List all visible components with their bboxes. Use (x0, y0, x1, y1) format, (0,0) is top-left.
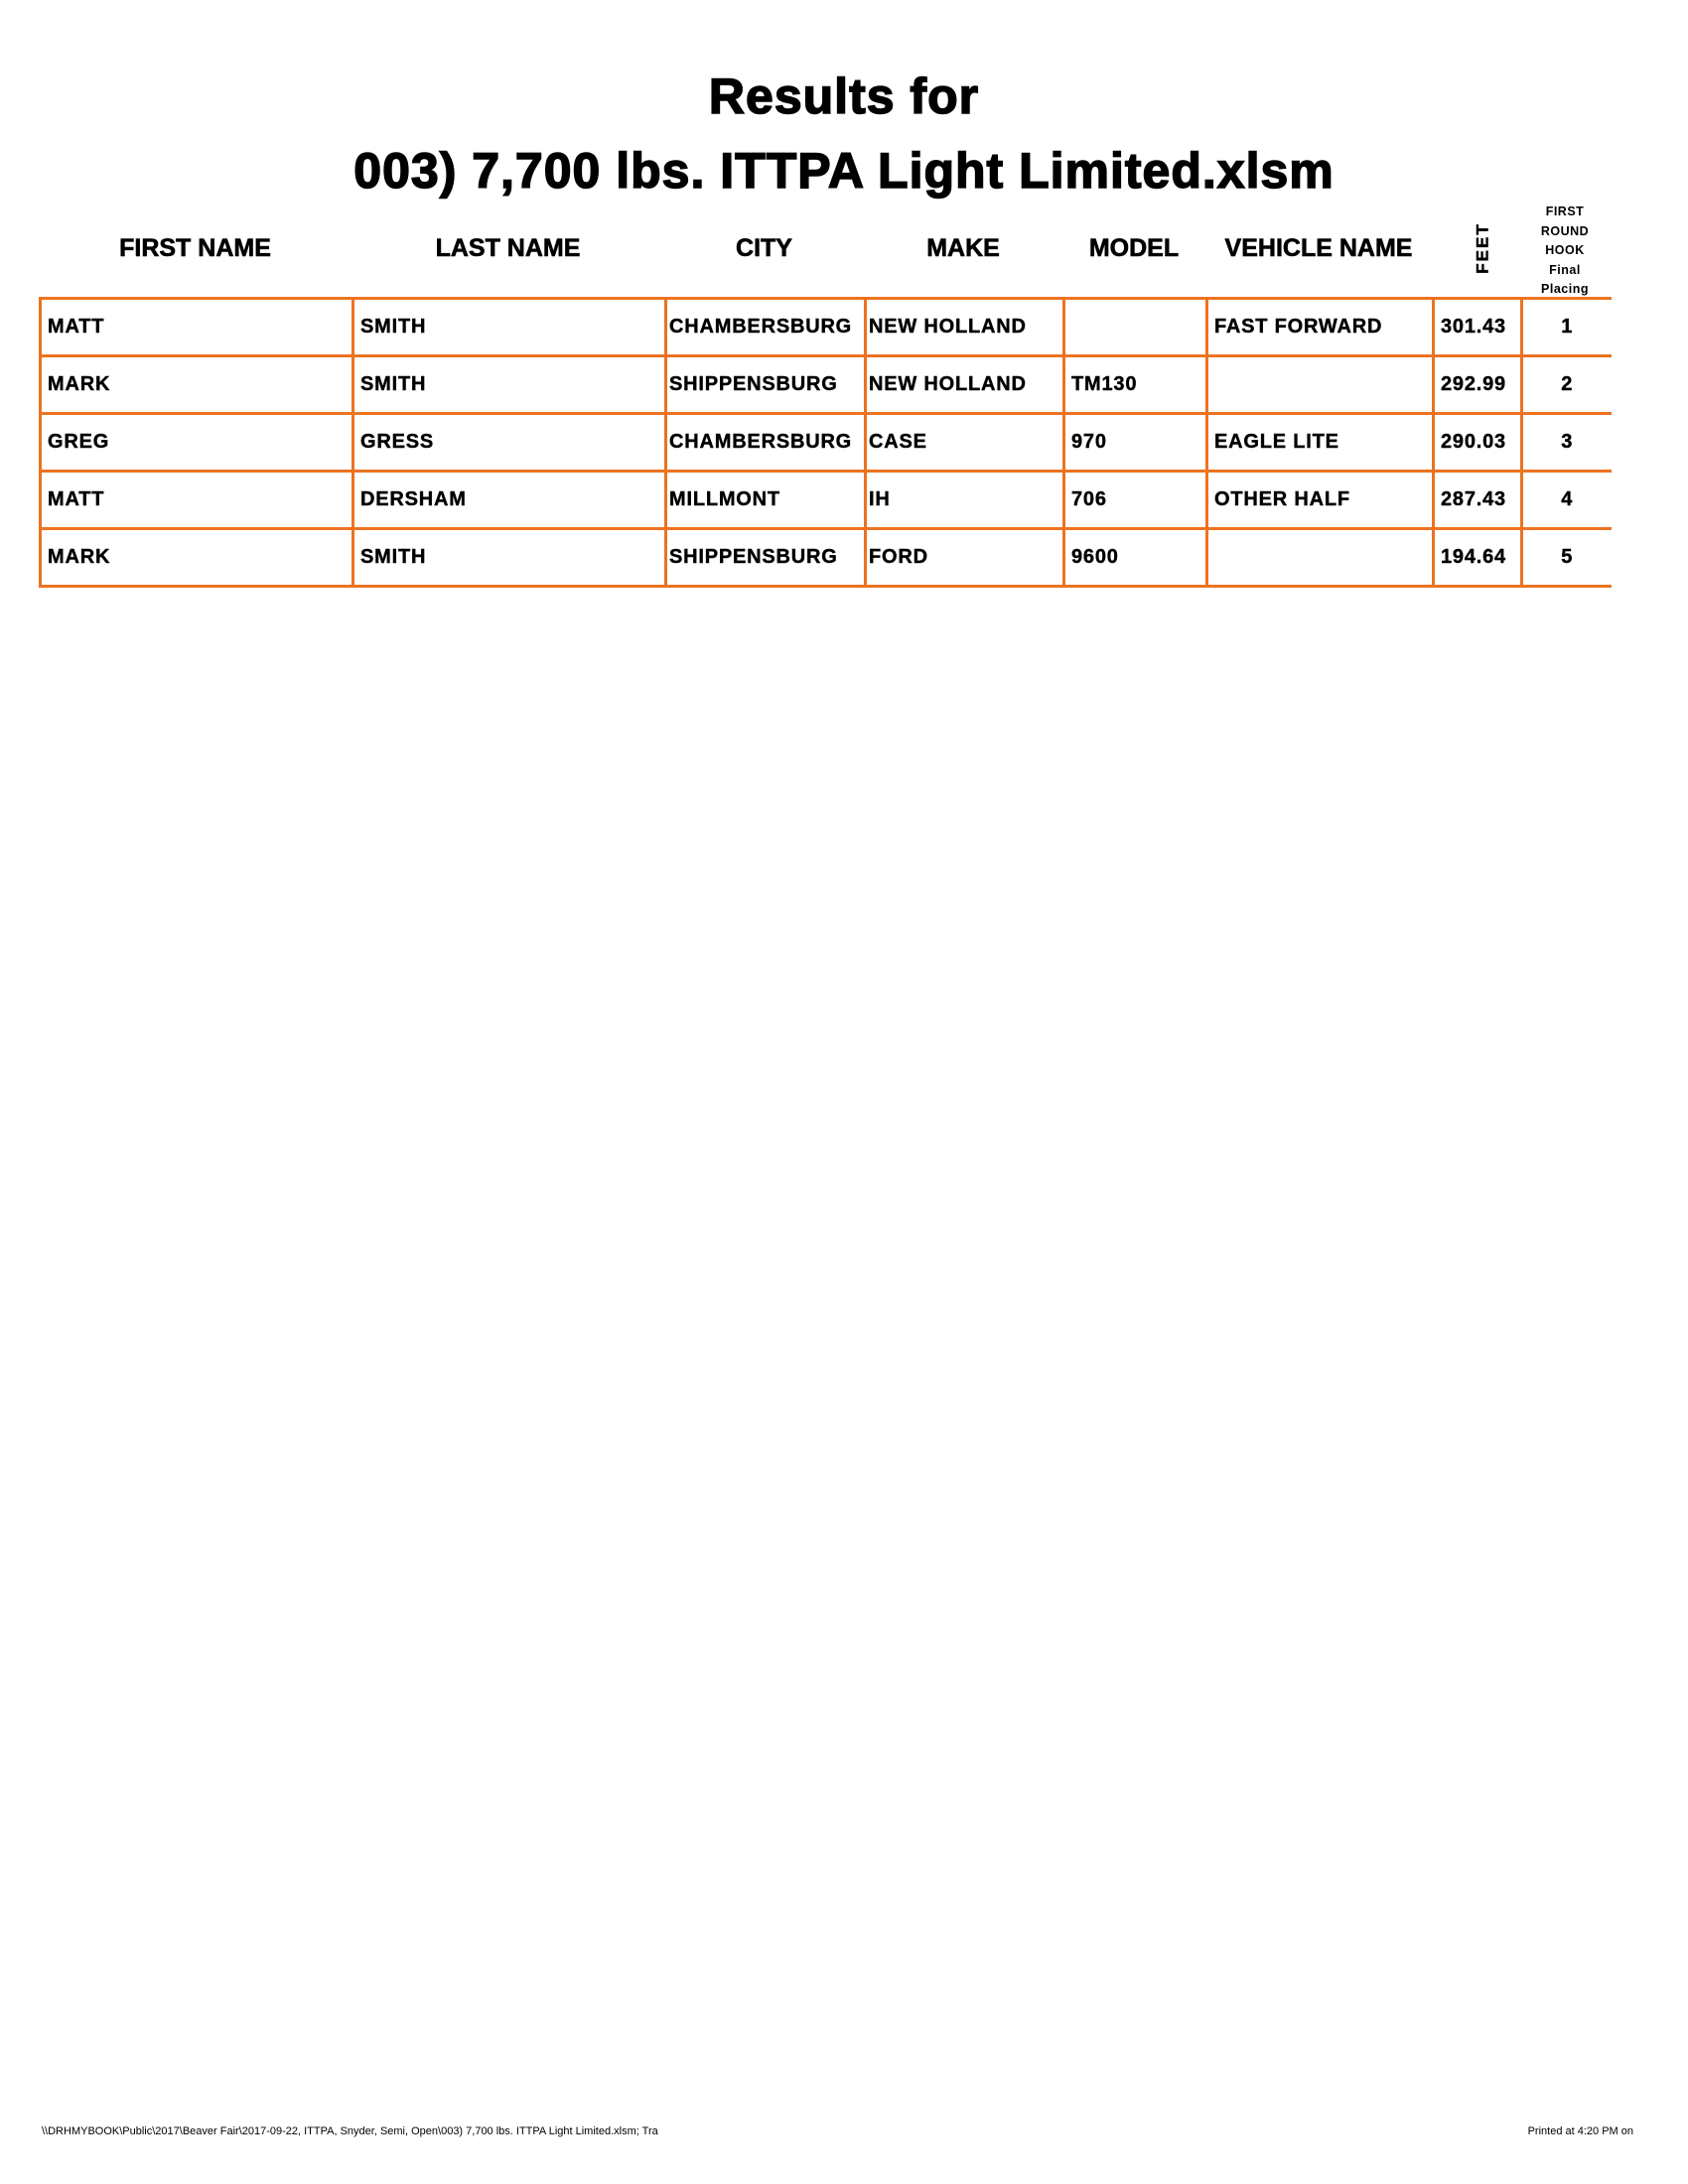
cell-feet: 290.03 (1432, 412, 1523, 473)
cell-model: 970 (1062, 412, 1208, 473)
table-row: MATT SMITH CHAMBERSBURG NEW HOLLAND FAST FOR… (39, 297, 1612, 357)
cell-vehicle-name: OTHER HALF (1205, 470, 1435, 530)
results-table: MATT SMITH CHAMBERSBURG NEW HOLLAND FAST FOR… (39, 297, 1612, 588)
cell-model: TM130 (1062, 354, 1208, 415)
header-city: CITY (736, 234, 793, 263)
cell-feet: 287.43 (1432, 470, 1523, 530)
cell-model: 9600 (1062, 527, 1208, 588)
cell-last-name: SMITH (352, 527, 667, 588)
table-row: GREG GRESS CHAMBERSBURG CASE 970 EAGLE LITE 29… (39, 412, 1612, 473)
cell-first-name: MATT (39, 297, 354, 357)
cell-first-name: GREG (39, 412, 354, 473)
cell-make: CASE (864, 412, 1065, 473)
cell-make: NEW HOLLAND (864, 297, 1065, 357)
cell-feet: 292.99 (1432, 354, 1523, 415)
cell-placing: 2 (1520, 354, 1612, 415)
cell-placing: 1 (1520, 297, 1612, 357)
title-line-2: 003) 7,700 lbs. ITTPA Light Limited.xlsm (353, 142, 1335, 200)
table-row: MARK SMITH SHIPPENSBURG NEW HOLLAND TM130 292… (39, 354, 1612, 415)
cell-city: SHIPPENSBURG (664, 527, 867, 588)
header-placing-line: HOOK (1545, 243, 1585, 257)
cell-last-name: DERSHAM (352, 470, 667, 530)
cell-vehicle-name (1205, 527, 1435, 588)
cell-placing: 5 (1520, 527, 1612, 588)
footer-printed-at: Printed at 4:20 PM on (1527, 2125, 1633, 2137)
cell-last-name: SMITH (352, 297, 667, 357)
title-line-1: Results for (708, 68, 980, 125)
cell-make: FORD (864, 527, 1065, 588)
cell-city: CHAMBERSBURG (664, 297, 867, 357)
header-placing-line: Final (1549, 262, 1581, 277)
header-placing-line: ROUND (1540, 223, 1590, 238)
cell-model: 706 (1062, 470, 1208, 530)
header-placing: FIRST ROUND HOOK Final Placing (1520, 203, 1610, 300)
header-model: MODEL (1088, 234, 1180, 263)
table-row: MATT DERSHAM MILLMONT IH 706 OTHER HALF 287.43… (39, 470, 1612, 530)
cell-last-name: GRESS (352, 412, 667, 473)
cell-city: CHAMBERSBURG (664, 412, 867, 473)
header-last-name: LAST NAME (435, 234, 581, 263)
header-make: MAKE (926, 234, 1000, 263)
cell-vehicle-name (1205, 354, 1435, 415)
cell-city: SHIPPENSBURG (664, 354, 867, 415)
cell-placing: 4 (1520, 470, 1612, 530)
cell-last-name: SMITH (352, 354, 667, 415)
cell-feet: 301.43 (1432, 297, 1523, 357)
header-feet: FEET (1473, 222, 1492, 274)
cell-placing: 3 (1520, 412, 1612, 473)
cell-feet: 194.64 (1432, 527, 1523, 588)
cell-vehicle-name: EAGLE LITE (1205, 412, 1435, 473)
cell-first-name: MARK (39, 527, 354, 588)
cell-vehicle-name: FAST FORWARD (1205, 297, 1435, 357)
table-row: MARK SMITH SHIPPENSBURG FORD 9600 194.64 5 (39, 527, 1612, 588)
cell-city: MILLMONT (664, 470, 867, 530)
header-first-name: FIRST NAME (119, 234, 271, 263)
cell-model (1062, 297, 1208, 357)
cell-first-name: MATT (39, 470, 354, 530)
footer-file-path: \\DRHMYBOOK\Public\2017\Beaver Fair\2017… (42, 2125, 658, 2137)
cell-make: IH (864, 470, 1065, 530)
cell-make: NEW HOLLAND (864, 354, 1065, 415)
header-placing-line: Placing (1541, 282, 1589, 296)
cell-first-name: MARK (39, 354, 354, 415)
header-placing-line: FIRST (1545, 205, 1585, 218)
header-vehicle-name: VEHICLE NAME (1224, 234, 1413, 263)
